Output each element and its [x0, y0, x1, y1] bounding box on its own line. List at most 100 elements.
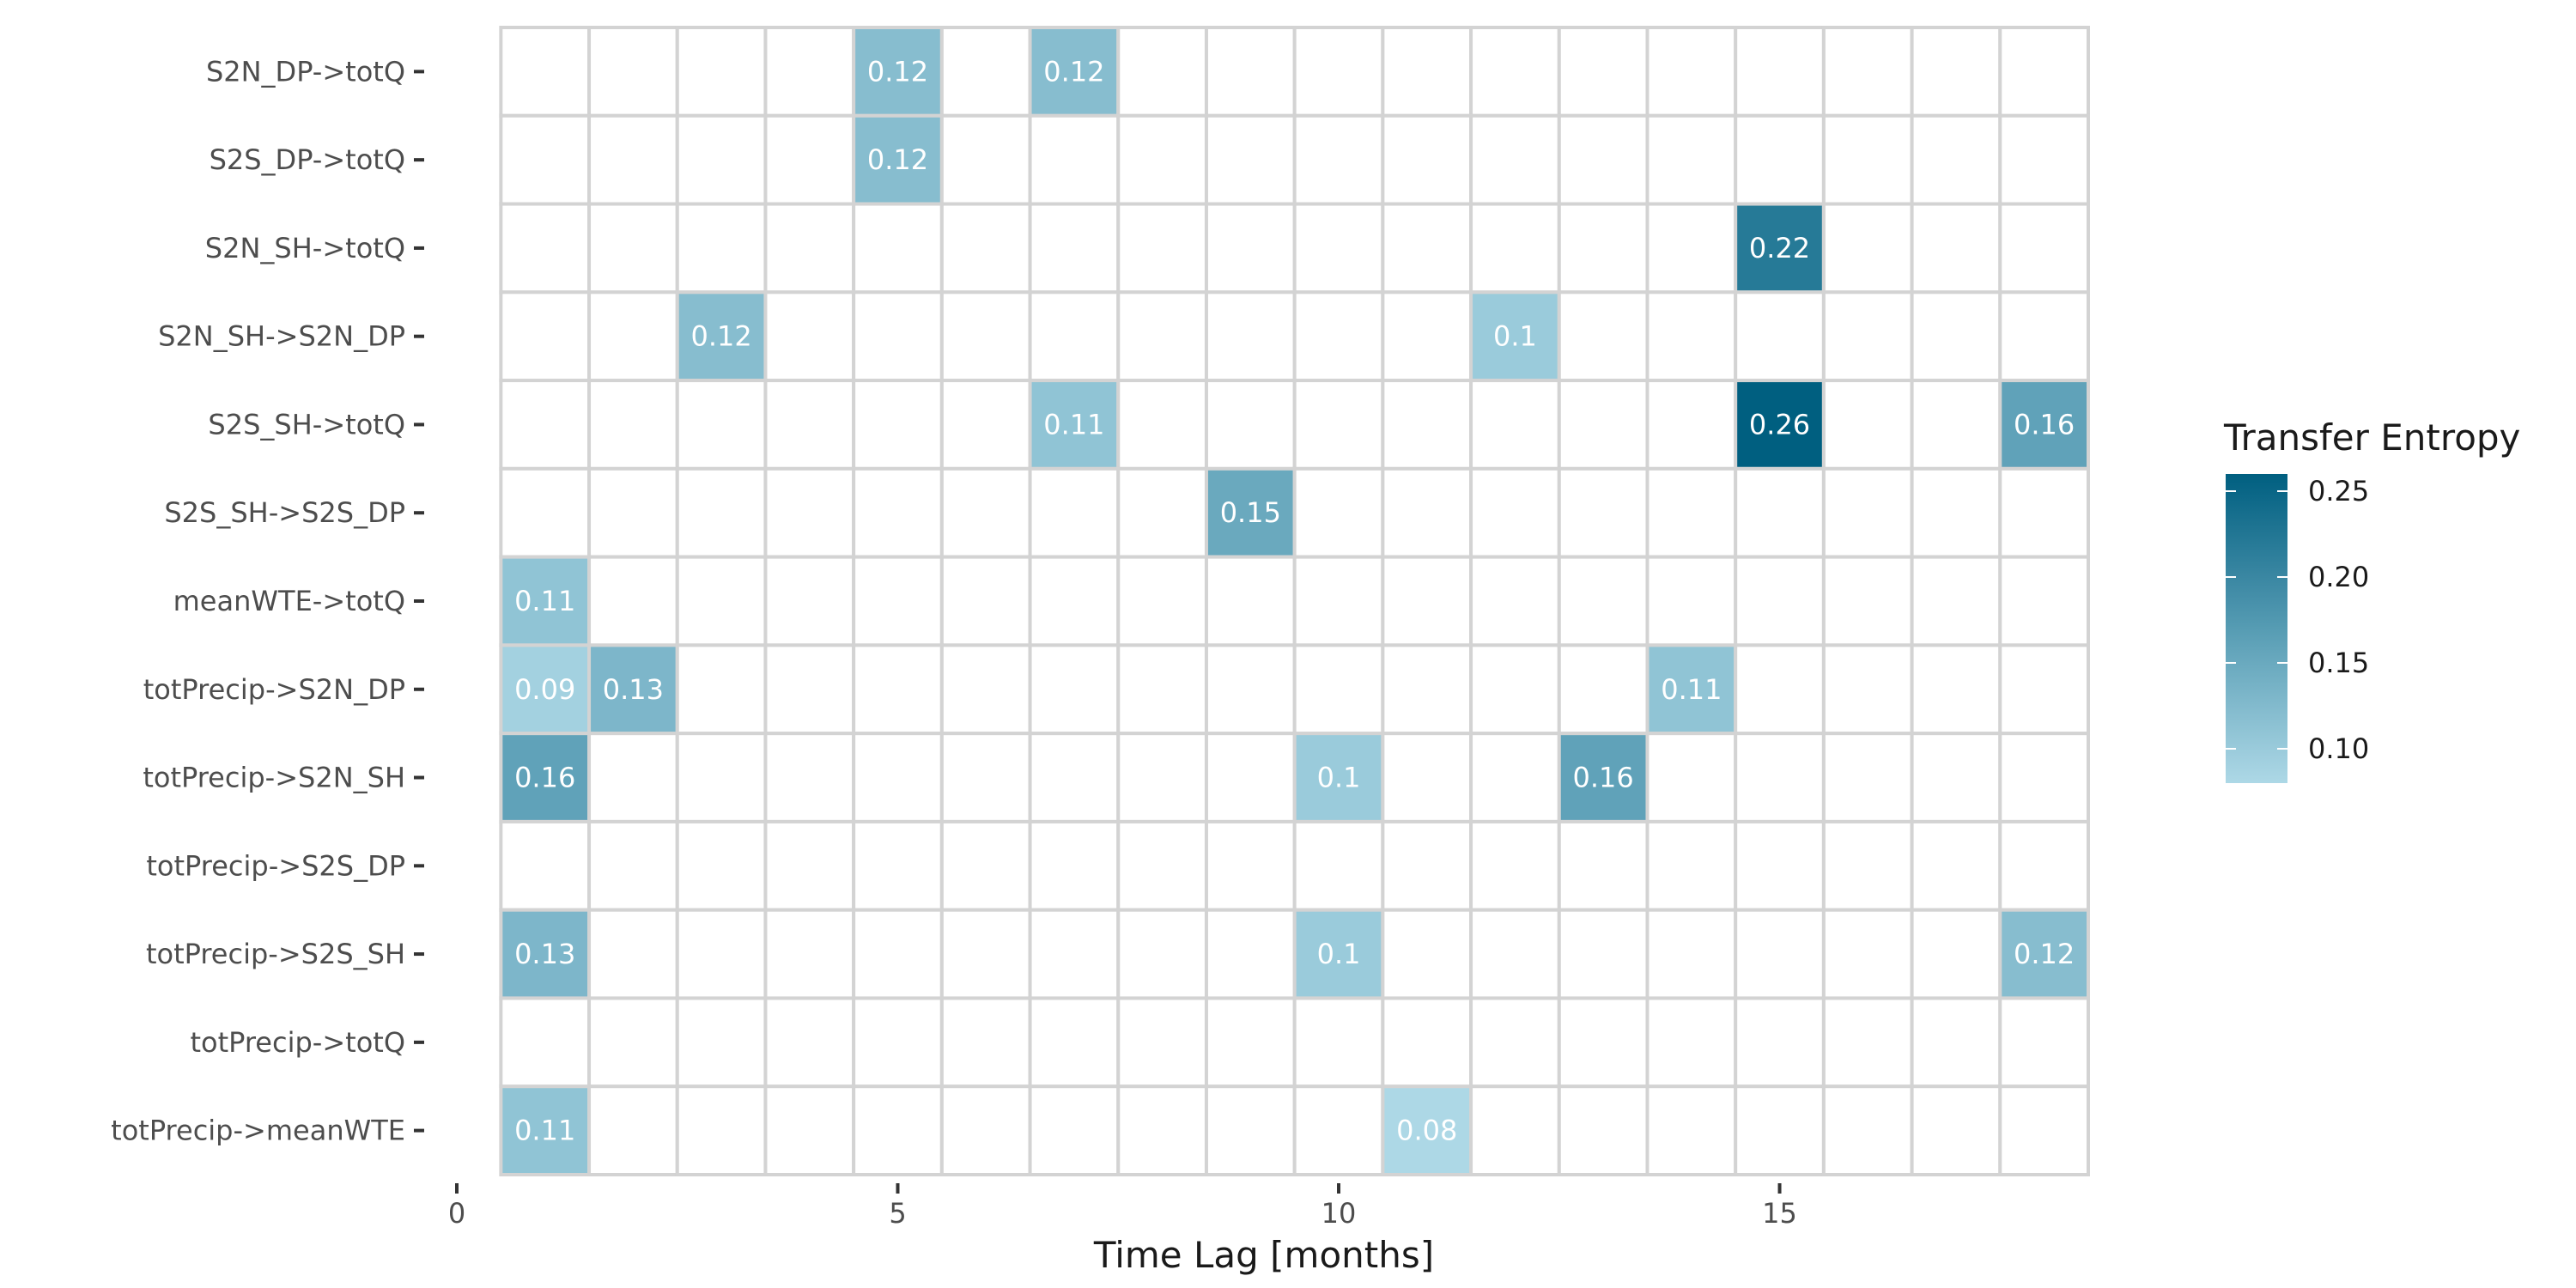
cell-value-label: 0.11: [1043, 408, 1104, 440]
heatmap-cell-empty: [939, 290, 1032, 383]
heatmap-cell-empty: [587, 1084, 679, 1176]
heatmap-cell-empty: [587, 113, 679, 206]
heatmap-cell-empty: [1028, 908, 1121, 1000]
heatmap-cell-empty: [1557, 113, 1649, 206]
heatmap-cell-empty: [1910, 819, 2002, 912]
heatmap-cell-empty: [675, 819, 768, 912]
heatmap-cell-empty: [939, 26, 1032, 118]
cell-value-labels: 0.12 0.12 0.12 0.22 0.12 0.1 0.11 0.26 0.16 0.15 0…: [514, 55, 2075, 1146]
heatmap-cell-filled: [1734, 379, 1826, 471]
heatmap-cell-empty: [675, 202, 768, 295]
heatmap-cell-empty: [499, 202, 592, 295]
y-tick-label: totPrecip->totQ: [190, 1026, 405, 1059]
heatmap-cell-empty: [763, 732, 856, 823]
heatmap-cell-empty: [1734, 555, 1826, 647]
y-tick-label: S2N_DP->totQ: [206, 55, 405, 88]
heatmap-cell-empty: [587, 555, 679, 647]
heatmap-cell-empty: [1292, 379, 1385, 471]
heatmap-cell-empty: [1910, 908, 2002, 1000]
cell-value-label: 0.11: [514, 585, 575, 617]
heatmap-cell-empty: [1204, 379, 1297, 471]
y-tick-label: S2S_DP->totQ: [210, 143, 405, 176]
heatmap-cell-empty: [1116, 1084, 1208, 1176]
heatmap-cell-empty: [1998, 26, 2091, 118]
heatmap-cell-empty: [939, 379, 1032, 471]
heatmap-cell-empty: [939, 819, 1032, 912]
heatmap-cell-empty: [1734, 996, 1826, 1089]
heatmap-cell-empty: [1734, 113, 1826, 206]
heatmap-cell-empty: [1821, 26, 1914, 118]
heatmap-cell-empty: [852, 379, 944, 471]
cell-value-label: 0.16: [514, 762, 575, 794]
heatmap-cell-empty: [1116, 908, 1208, 1000]
cell-value-label: 0.12: [867, 143, 928, 176]
heatmap-cell-empty: [675, 113, 768, 206]
heatmap-cell-empty: [1998, 290, 2091, 383]
legend-tick-label: 0.25: [2308, 475, 2369, 507]
x-tick-label: 0: [448, 1197, 465, 1230]
y-tick-label: meanWTE->totQ: [173, 585, 405, 617]
legend-colorbar: [2226, 474, 2287, 783]
y-tick-label: totPrecip->S2N_DP: [143, 673, 405, 706]
heatmap-cell-empty: [1821, 819, 1914, 912]
cell-value-label: 0.15: [1220, 496, 1281, 529]
heatmap-cell-empty: [852, 290, 944, 383]
heatmap-cell-empty: [1645, 466, 1738, 559]
heatmap-cell-empty: [939, 466, 1032, 559]
heatmap-cell-filled: [1557, 732, 1649, 823]
heatmap-cell-empty: [1292, 643, 1385, 736]
heatmap-cell-empty: [1645, 26, 1738, 118]
cell-value-label: 0.13: [514, 938, 575, 970]
heatmap-cell-empty: [852, 555, 944, 647]
heatmap-cell-empty: [1557, 643, 1649, 736]
heatmap-cell-empty: [587, 908, 679, 1000]
heatmap-cell-empty: [1116, 379, 1208, 471]
heatmap-cell-empty: [939, 643, 1032, 736]
heatmap-cell-empty: [1821, 113, 1914, 206]
heatmap-cell-empty: [1204, 113, 1297, 206]
heatmap-cell-empty: [675, 996, 768, 1089]
heatmap-cell-empty: [1292, 466, 1385, 559]
heatmap-cell-empty: [1028, 732, 1121, 823]
cell-value-label: 0.11: [514, 1115, 575, 1147]
heatmap-cell-empty: [675, 732, 768, 823]
heatmap-cell-empty: [1469, 819, 1561, 912]
heatmap-cell-empty: [587, 26, 679, 118]
heatmap-cell-empty: [1469, 908, 1561, 1000]
heatmap-cell-empty: [1469, 26, 1561, 118]
heatmap-cell-empty: [1557, 819, 1649, 912]
y-tick-label: totPrecip->S2S_SH: [146, 938, 405, 970]
y-tick-label: totPrecip->S2N_SH: [143, 762, 405, 794]
heatmap-cell-empty: [1469, 113, 1561, 206]
heatmap-cell-empty: [1116, 996, 1208, 1089]
legend-tick-label: 0.20: [2308, 561, 2369, 593]
x-axis-title: Time Lag [months]: [1093, 1234, 1434, 1276]
heatmap-cell-empty: [1381, 290, 1473, 383]
heatmap-cell-empty: [587, 819, 679, 912]
heatmap-cell-empty: [1998, 555, 2091, 647]
heatmap-cell-empty: [1469, 202, 1561, 295]
heatmap-cell-empty: [1028, 202, 1121, 295]
heatmap-cell-empty: [1734, 643, 1826, 736]
heatmap-cell-empty: [1028, 466, 1121, 559]
heatmap-cell-empty: [763, 26, 856, 118]
cell-value-label: 0.1: [1317, 938, 1361, 970]
heatmap-cell-empty: [1469, 996, 1561, 1089]
cell-value-label: 0.12: [1043, 55, 1104, 88]
heatmap-cell-empty: [1645, 1084, 1738, 1176]
heatmap-cell-empty: [1204, 908, 1297, 1000]
heatmap-cell-empty: [1204, 732, 1297, 823]
heatmap-cell-empty: [852, 466, 944, 559]
heatmap-cell-empty: [1821, 466, 1914, 559]
heatmap-cell-empty: [852, 1084, 944, 1176]
heatmap-cell-empty: [852, 643, 944, 736]
cell-value-label: 0.1: [1493, 320, 1537, 353]
heatmap-cell-empty: [1910, 379, 2002, 471]
x-axis: 0 5 10 15: [448, 1183, 1797, 1230]
heatmap-cell-empty: [1292, 202, 1385, 295]
heatmap-cell-empty: [1998, 996, 2091, 1089]
heatmap-cell-empty: [763, 996, 856, 1089]
x-tick-label: 10: [1321, 1197, 1357, 1230]
heatmap-cell-empty: [939, 202, 1032, 295]
